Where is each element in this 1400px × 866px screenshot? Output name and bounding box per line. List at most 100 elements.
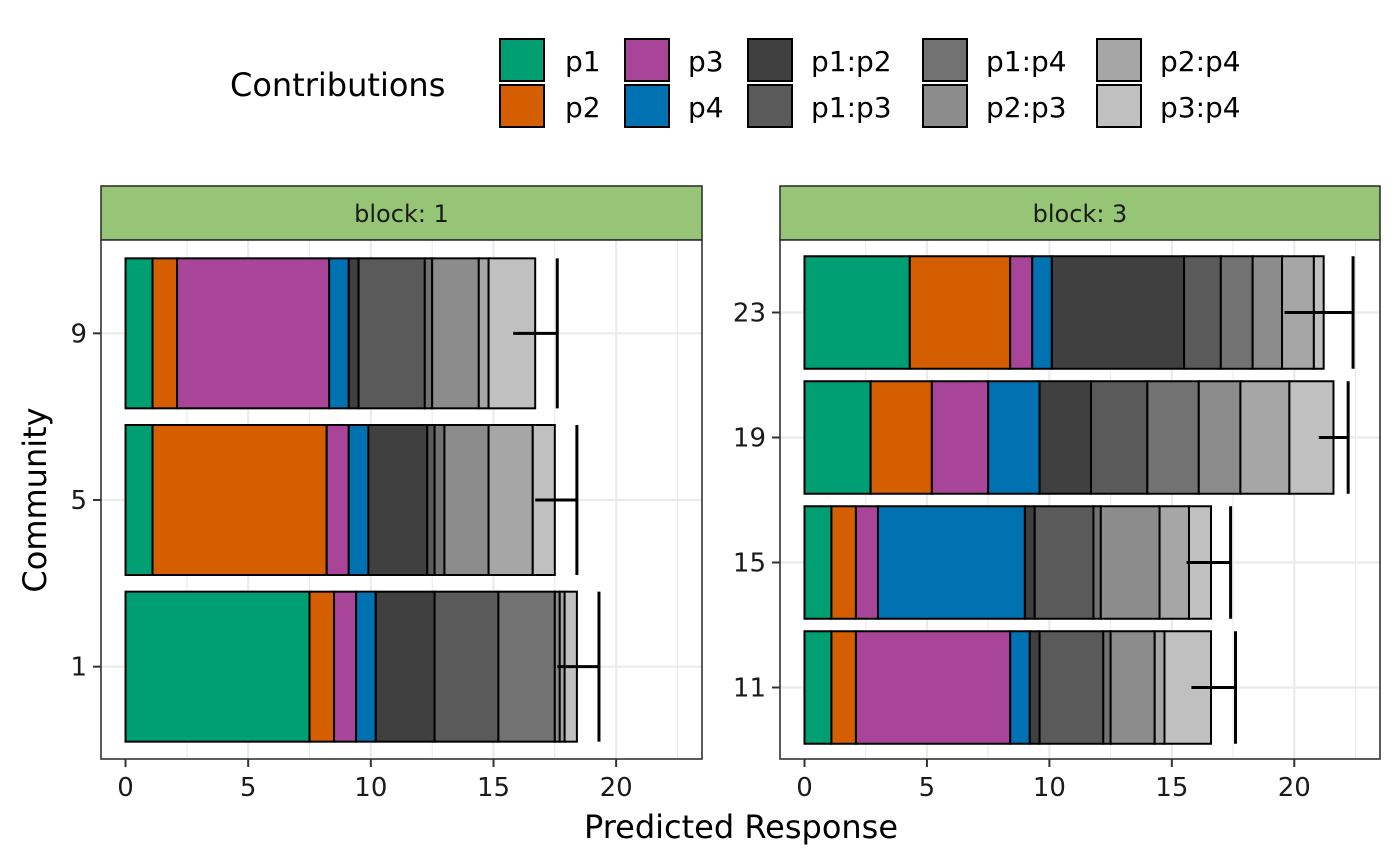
bar-community-19 [803,380,1350,495]
bar-segment-p1-p2 [1023,505,1036,620]
panel-border [779,239,1381,760]
legend-label-p1-p2: p1:p2 [811,45,892,78]
bar-segment-p1-p3 [1090,380,1149,495]
bar-segment-p2 [830,505,857,620]
bar-community-1 [124,590,601,743]
bar-segment-p1 [803,380,872,495]
bar-segment-p3 [930,380,990,495]
bar-segment-p1-p3 [433,590,500,743]
bar-segment-p4 [1031,255,1053,370]
bar-segment-p4 [328,257,350,410]
x-tick-label: 20 [600,773,633,803]
y-tick-label: 23 [733,299,766,329]
bar-segment-p1-p2 [1050,255,1186,370]
legend-key-p2 [499,84,545,128]
x-tick-label: 5 [919,773,936,803]
bar-segment-p4 [1009,630,1031,745]
y-tick-label: 1 [70,653,87,683]
bar-segment-p1-p2 [1038,380,1093,495]
x-tick-label: 5 [240,773,257,803]
bar-segment-p4 [355,590,377,743]
x-axis-title: Predicted Response [584,808,898,846]
strip-label: block: 3 [1033,200,1128,228]
bar-segment-p1 [124,257,154,410]
y-axis-title: Community [16,407,54,592]
legend-label-p1-p4: p1:p4 [986,45,1067,78]
panel-strip [779,185,1381,241]
x-tick-label: 10 [354,773,387,803]
legend-key-p3-p4 [1096,84,1142,128]
bar-segment-p1 [124,590,311,743]
bar-segment-p1-p4 [497,590,556,743]
legend-label-p3: p3 [688,45,724,78]
bar-community-11 [803,630,1238,745]
bar-segment-p2-p3 [1251,255,1284,370]
bar-community-23 [803,255,1355,370]
bar-segment-p2 [908,255,1012,370]
bar-segment-p2-p3 [431,257,480,410]
legend-key-p1-p3 [747,84,793,128]
y-tick-label: 9 [70,319,87,349]
bar-segment-p1-p4 [1146,380,1200,495]
legend-label-p4: p4 [688,91,724,124]
legend-label-p2-p3: p2:p3 [986,91,1067,124]
bar-segment-p1 [803,505,833,620]
bar-segment-p2-p3 [1099,505,1161,620]
legend-label-p1-p3: p1:p3 [811,91,892,124]
y-tick-label: 15 [733,549,766,579]
bar-segment-p2-p3 [1109,630,1156,745]
panel-strip [100,185,703,241]
legend-key-p1-p2 [747,38,793,82]
x-tick-label: 0 [796,773,813,803]
x-tick-label: 10 [1033,773,1066,803]
bar-community-5 [124,424,579,576]
legend-label-p1: p1 [565,45,601,78]
bar-segment-p1-p3 [1183,255,1222,370]
bar-segment-p4 [876,505,1026,620]
legend-key-p3 [624,38,670,82]
bar-segment-p2 [151,424,328,576]
bar-segment-p2 [869,380,933,495]
y-tick-label: 11 [733,674,766,704]
bar-segment-p1-p4 [423,257,434,410]
bar-segment-p2-p4 [477,257,490,410]
legend-label-p3-p4: p3:p4 [1160,91,1241,124]
bar-segment-p2 [151,257,179,410]
bar-segment-p1 [803,255,911,370]
bar-segment-p1 [803,630,833,745]
bar-segment-p1-p3 [357,257,426,410]
strip-label: block: 1 [354,200,449,228]
bar-segment-p1-p4 [1092,505,1102,620]
bar-community-9 [124,257,559,410]
bar-segment-p1-p2 [374,590,436,743]
legend-title: Contributions [230,66,445,104]
bar-segment-p1-p4 [433,424,446,576]
legend-key-p4 [624,84,670,128]
bar-segment-p2-p3 [1197,380,1242,495]
legend-key-p2-p3 [922,84,968,128]
bar-segment-p1-p3 [1033,505,1095,620]
bar-segment-p2-p4 [1153,630,1166,745]
bar-segment-p3 [333,590,358,743]
bar-segment-p4 [347,424,370,576]
y-tick-label: 5 [70,486,87,516]
bar-segment-p2 [308,590,336,743]
bar-segment-p1-p4 [1219,255,1254,370]
bar-segment-p2-p4 [1239,380,1291,495]
x-tick-label: 20 [1278,773,1311,803]
bar-segment-p3 [854,630,1012,745]
bar-segment-p1-p2 [367,424,429,576]
bar-segment-p2-p4 [1158,505,1190,620]
bar-segment-p2 [830,630,857,745]
legend-key-p2-p4 [1096,38,1142,82]
bar-segment-p1-p3 [1038,630,1105,745]
bar-segment-p1-p3 [426,424,436,576]
bar-segment-p1 [124,424,154,576]
x-tick-label: 15 [1155,773,1188,803]
panel-2: block: 3 23 19 15 11 0 5 10 15 20 [733,185,1381,803]
bar-segment-p1-p2 [1028,630,1041,745]
bar-segment-p2-p4 [487,424,534,576]
bar-segment-p1-p4 [1102,630,1112,745]
